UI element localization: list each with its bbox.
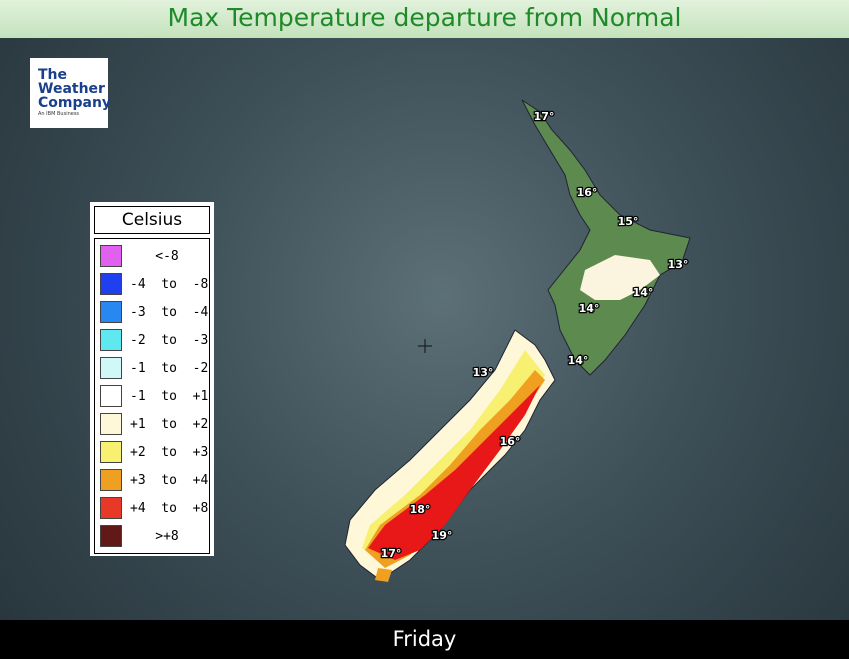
temperature-label: 17° xyxy=(534,110,555,123)
legend-label: +4 to +8 xyxy=(130,500,209,516)
legend-item: -1 to -2 xyxy=(100,354,208,382)
legend-item: +1 to +2 xyxy=(100,410,208,438)
temperature-label: 17° xyxy=(381,547,402,560)
legend-swatch xyxy=(100,525,122,547)
temperature-label: 13° xyxy=(668,258,689,271)
temperature-label: 13° xyxy=(473,366,494,379)
logo: The Weather Company An IBM Business xyxy=(30,58,112,128)
legend-swatch xyxy=(100,413,122,435)
legend-swatch xyxy=(100,441,122,463)
legend-item: +3 to +4 xyxy=(100,466,208,494)
legend-items: <-8 -4 to -8 -3 to -4 -2 to -3 -1 to -2 -1 to… xyxy=(94,238,210,554)
legend-swatch xyxy=(100,357,122,379)
legend-label: -1 to +1 xyxy=(130,388,209,404)
legend-label: +2 to +3 xyxy=(130,444,209,460)
legend-item: -1 to +1 xyxy=(100,382,208,410)
temperature-label: 19° xyxy=(432,529,453,542)
legend-swatch xyxy=(100,273,122,295)
legend-swatch xyxy=(100,301,122,323)
footer-day: Friday xyxy=(0,620,849,659)
temperature-label: 14° xyxy=(579,302,600,315)
legend-label: -4 to -8 xyxy=(130,276,209,292)
temperature-label: 15° xyxy=(618,215,639,228)
legend-label: -2 to -3 xyxy=(130,332,209,348)
legend-swatch xyxy=(100,385,122,407)
temperature-label: 14° xyxy=(568,354,589,367)
logo-line: Weather xyxy=(38,81,105,97)
legend-label: >+8 xyxy=(155,528,179,544)
legend-item: -4 to -8 xyxy=(100,270,208,298)
legend-swatch xyxy=(100,497,122,519)
north-island xyxy=(521,99,691,376)
title: Max Temperature departure from Normal xyxy=(0,0,849,38)
logo-line: Company xyxy=(38,95,112,111)
legend-label: -3 to -4 xyxy=(130,304,209,320)
legend-item: -3 to -4 xyxy=(100,298,208,326)
temperature-label: 18° xyxy=(410,503,431,516)
legend-label: +1 to +2 xyxy=(130,416,209,432)
legend-item: <-8 xyxy=(100,242,204,270)
legend-item: +2 to +3 xyxy=(100,438,208,466)
legend-swatch xyxy=(100,469,122,491)
logo-line: The xyxy=(38,67,68,83)
region xyxy=(580,255,660,300)
legend-item: >+8 xyxy=(100,522,204,550)
region xyxy=(368,385,540,560)
logo-tagline: An IBM Business xyxy=(38,111,80,117)
temperature-label: 16° xyxy=(500,435,521,448)
legend-swatch xyxy=(100,329,122,351)
legend-label: +3 to +4 xyxy=(130,472,209,488)
legend-title: Celsius xyxy=(94,206,210,234)
legend: Celsius <-8 -4 to -8 -3 to -4 -2 to -3 -1 to… xyxy=(90,202,214,556)
legend-label: -1 to -2 xyxy=(130,360,209,376)
legend-item: -2 to -3 xyxy=(100,326,208,354)
legend-item: +4 to +8 xyxy=(100,494,208,522)
legend-swatch xyxy=(100,245,122,267)
temperature-label: 16° xyxy=(577,186,598,199)
temperature-label: 14° xyxy=(633,286,654,299)
stewart-island xyxy=(375,568,392,582)
legend-label: <-8 xyxy=(155,248,179,264)
